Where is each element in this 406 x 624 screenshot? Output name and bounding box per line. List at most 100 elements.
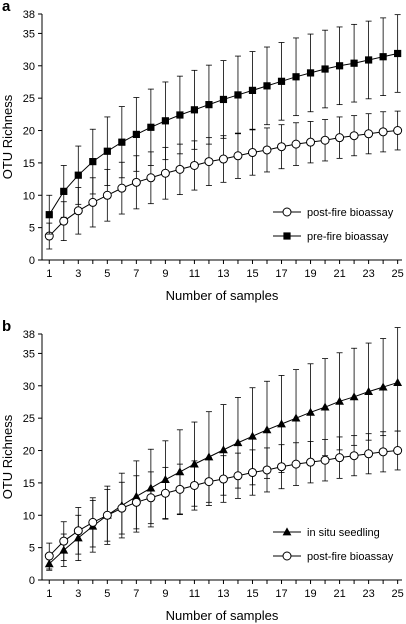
x-tick-label: 5 xyxy=(104,268,110,280)
data-point xyxy=(349,392,359,401)
y-tick-label: 0 xyxy=(29,255,35,267)
data-point xyxy=(175,484,185,494)
panel-label: b xyxy=(2,318,11,335)
data-point xyxy=(189,480,199,490)
y-tick-label: 15 xyxy=(23,158,35,170)
x-tick-label: 13 xyxy=(217,588,229,600)
x-tick-label: 9 xyxy=(162,268,168,280)
data-point xyxy=(263,82,271,90)
x-axis-title: Number of samples xyxy=(166,288,279,303)
y-tick-label: 35 xyxy=(23,348,35,360)
data-point xyxy=(335,453,345,463)
data-point xyxy=(378,382,388,391)
data-point xyxy=(44,551,54,561)
data-point xyxy=(73,526,83,536)
legend-marker xyxy=(282,527,292,536)
data-point xyxy=(234,91,242,99)
legend-label: in situ seedling xyxy=(307,527,380,539)
data-point xyxy=(131,497,141,507)
data-point xyxy=(349,131,359,141)
x-tick-label: 17 xyxy=(275,588,287,600)
data-point xyxy=(393,446,403,456)
data-point xyxy=(161,117,169,125)
x-tick-label: 3 xyxy=(75,268,81,280)
data-point xyxy=(306,407,315,416)
y-tick-label: 5 xyxy=(29,223,35,235)
data-point xyxy=(364,129,374,139)
y-tick-label: 0 xyxy=(29,575,35,587)
data-point xyxy=(262,145,272,155)
data-point xyxy=(205,101,213,109)
x-tick-label: 1 xyxy=(46,268,52,280)
data-point xyxy=(73,206,83,216)
data-point xyxy=(364,387,374,396)
data-point xyxy=(320,402,330,411)
data-point xyxy=(320,135,330,145)
data-point xyxy=(291,413,301,422)
data-point xyxy=(118,138,126,146)
data-point xyxy=(59,216,69,226)
x-tick-label: 11 xyxy=(189,588,200,600)
series-1 xyxy=(45,14,402,235)
data-point xyxy=(190,106,199,114)
y-tick-label: 35 xyxy=(23,28,35,40)
y-tick-label: 20 xyxy=(23,446,35,458)
x-tick-label: 25 xyxy=(392,268,404,280)
data-point xyxy=(247,148,257,158)
y-tick-label: 25 xyxy=(23,413,35,425)
data-point xyxy=(233,471,243,481)
data-point xyxy=(189,160,199,170)
data-point xyxy=(218,474,228,484)
data-point xyxy=(247,468,257,478)
data-point xyxy=(379,53,387,61)
x-tick-label: 1 xyxy=(46,588,52,600)
data-point xyxy=(219,95,228,104)
x-tick-label: 23 xyxy=(362,268,374,280)
data-point xyxy=(350,59,358,67)
data-point xyxy=(277,419,286,428)
data-point xyxy=(204,477,214,487)
x-tick-label: 15 xyxy=(246,588,258,600)
x-tick-label: 9 xyxy=(162,588,168,600)
data-point xyxy=(320,455,330,465)
data-point xyxy=(233,438,243,447)
legend-marker xyxy=(282,207,292,217)
data-point xyxy=(262,425,272,434)
data-point xyxy=(277,462,287,472)
x-tick-label: 15 xyxy=(246,268,258,280)
data-point xyxy=(218,154,228,164)
data-point xyxy=(262,465,272,475)
data-point xyxy=(291,459,301,469)
data-point xyxy=(103,147,111,155)
data-point xyxy=(306,457,316,467)
legend: post-fire bioassay pre-fire bioassay xyxy=(273,207,394,243)
series-1 xyxy=(44,430,403,570)
data-point xyxy=(393,126,403,136)
data-point xyxy=(248,86,257,94)
x-tick-label: 25 xyxy=(392,588,404,600)
panel-label: a xyxy=(2,0,11,15)
x-tick-label: 17 xyxy=(275,268,287,280)
data-point xyxy=(117,503,127,513)
data-point xyxy=(88,517,98,527)
y-tick-label: 15 xyxy=(23,478,35,490)
data-point xyxy=(89,158,97,166)
data-point xyxy=(291,139,301,149)
y-axis-title: OTU Richness xyxy=(0,414,15,499)
data-point xyxy=(349,451,359,461)
data-point xyxy=(394,49,402,58)
data-point xyxy=(365,56,373,64)
data-point xyxy=(335,396,344,405)
legend-label: post-fire bioassay xyxy=(307,207,394,219)
y-tick-label: 10 xyxy=(23,510,35,522)
x-tick-label: 13 xyxy=(217,268,229,280)
data-point xyxy=(160,488,170,498)
data-point xyxy=(204,452,214,461)
data-point xyxy=(233,151,243,161)
data-point xyxy=(306,137,316,147)
data-point xyxy=(321,65,329,73)
data-point xyxy=(292,73,300,81)
